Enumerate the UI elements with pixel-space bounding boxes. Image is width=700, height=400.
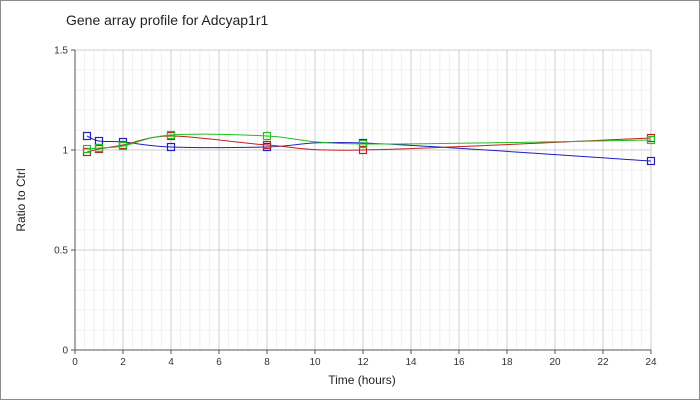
data-point-marker xyxy=(646,135,656,145)
x-axis-label: Time (hours) xyxy=(328,373,396,387)
series-line-2 xyxy=(86,135,652,153)
x-tick-label: 2 xyxy=(120,357,126,368)
x-tick-label: 6 xyxy=(216,357,222,368)
data-point-marker xyxy=(166,142,176,152)
y-tick-label: 0.5 xyxy=(54,246,68,257)
axes xyxy=(71,49,652,354)
x-tick-label: 20 xyxy=(549,357,561,368)
y-tick-label: 1.5 xyxy=(54,46,68,57)
data-point-marker xyxy=(358,145,368,155)
x-tick-label: 16 xyxy=(453,357,465,368)
data-point-marker xyxy=(82,144,92,154)
data-point-marker xyxy=(646,156,656,166)
series-lines xyxy=(82,130,656,166)
x-tick-label: 18 xyxy=(501,357,513,368)
chart-title: Gene array profile for Adcyap1r1 xyxy=(66,12,269,28)
data-point-marker xyxy=(166,130,176,140)
data-point-marker xyxy=(358,139,368,149)
x-tick-label: 24 xyxy=(645,357,657,368)
x-tick-label: 8 xyxy=(264,357,270,368)
data-point-marker xyxy=(94,143,104,153)
x-tick-label: 22 xyxy=(597,357,609,368)
data-point-marker xyxy=(82,131,92,141)
data-point-marker xyxy=(262,131,272,141)
x-tick-label: 14 xyxy=(405,357,417,368)
y-tick-label: 1 xyxy=(62,146,68,157)
data-point-marker xyxy=(118,141,128,151)
x-tick-label: 10 xyxy=(309,357,321,368)
data-point-marker xyxy=(262,140,272,150)
y-tick-label: 0 xyxy=(62,346,68,357)
x-tick-label: 4 xyxy=(168,357,174,368)
x-tick-label: 12 xyxy=(357,357,369,368)
x-tick-label: 0 xyxy=(72,357,78,368)
